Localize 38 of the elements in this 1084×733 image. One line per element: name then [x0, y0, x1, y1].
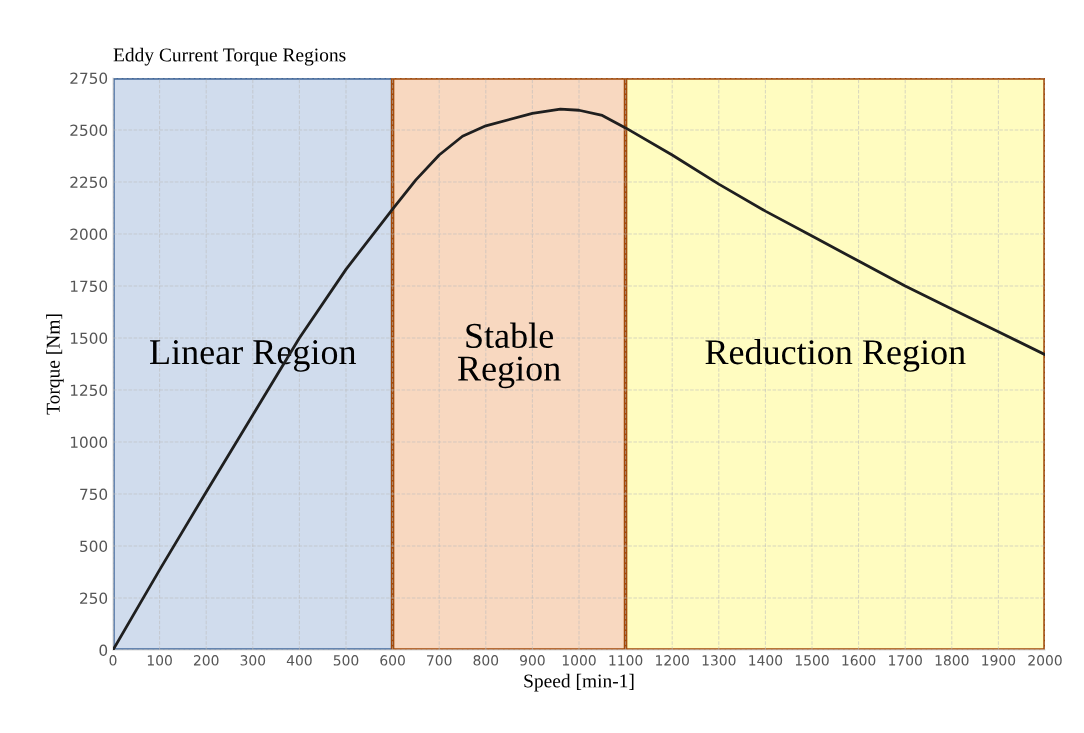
y-tick-label: 750 [80, 488, 108, 501]
x-tick-label: 1400 [749, 655, 783, 666]
x-tick-label: 400 [286, 655, 312, 666]
x-tick-label: 2000 [1028, 655, 1062, 666]
y-axis-title: Torque [Nm] [46, 314, 64, 415]
x-tick-label: 200 [193, 655, 219, 666]
y-tick-label: 2000 [70, 228, 108, 241]
x-tick-label: 700 [427, 655, 452, 666]
x-tick-label: 900 [520, 655, 545, 666]
y-tick-label: 1500 [70, 332, 108, 345]
band-label: Reduction Region [705, 339, 966, 372]
x-tick-label: 1000 [562, 655, 596, 666]
y-tick-label: 0 [99, 644, 108, 657]
x-tick-label: 800 [473, 655, 499, 666]
x-tick-label: 1900 [982, 655, 1016, 666]
x-tick-label: 1200 [656, 655, 689, 666]
x-axis-title: Speed [min-1] [524, 673, 634, 692]
y-tick-label: 1000 [70, 436, 108, 449]
x-tick-label: 1100 [609, 655, 643, 666]
band-label: Stable Region [457, 322, 561, 389]
y-tick-label: 1250 [70, 384, 108, 397]
x-tick-label: 1700 [889, 655, 922, 666]
y-tick-label: 2250 [70, 176, 108, 189]
chart-title: Eddy Current Torque Regions [113, 47, 346, 66]
y-tick-label: 500 [80, 540, 108, 553]
x-tick-label: 1500 [795, 655, 829, 666]
x-tick-label: 300 [240, 655, 266, 666]
y-tick-label: 2500 [70, 124, 108, 137]
x-tick-label: 500 [333, 655, 359, 666]
y-tick-label: 2750 [70, 72, 108, 85]
y-tick-label: 250 [80, 592, 108, 605]
x-tick-label: 600 [380, 655, 405, 666]
x-tick-label: 1300 [702, 655, 736, 666]
y-tick-label: 1750 [70, 280, 108, 293]
x-tick-label: 1800 [935, 655, 969, 666]
x-tick-label: 0 [109, 655, 117, 666]
x-tick-label: 100 [147, 655, 172, 666]
x-tick-label: 1600 [842, 655, 876, 666]
